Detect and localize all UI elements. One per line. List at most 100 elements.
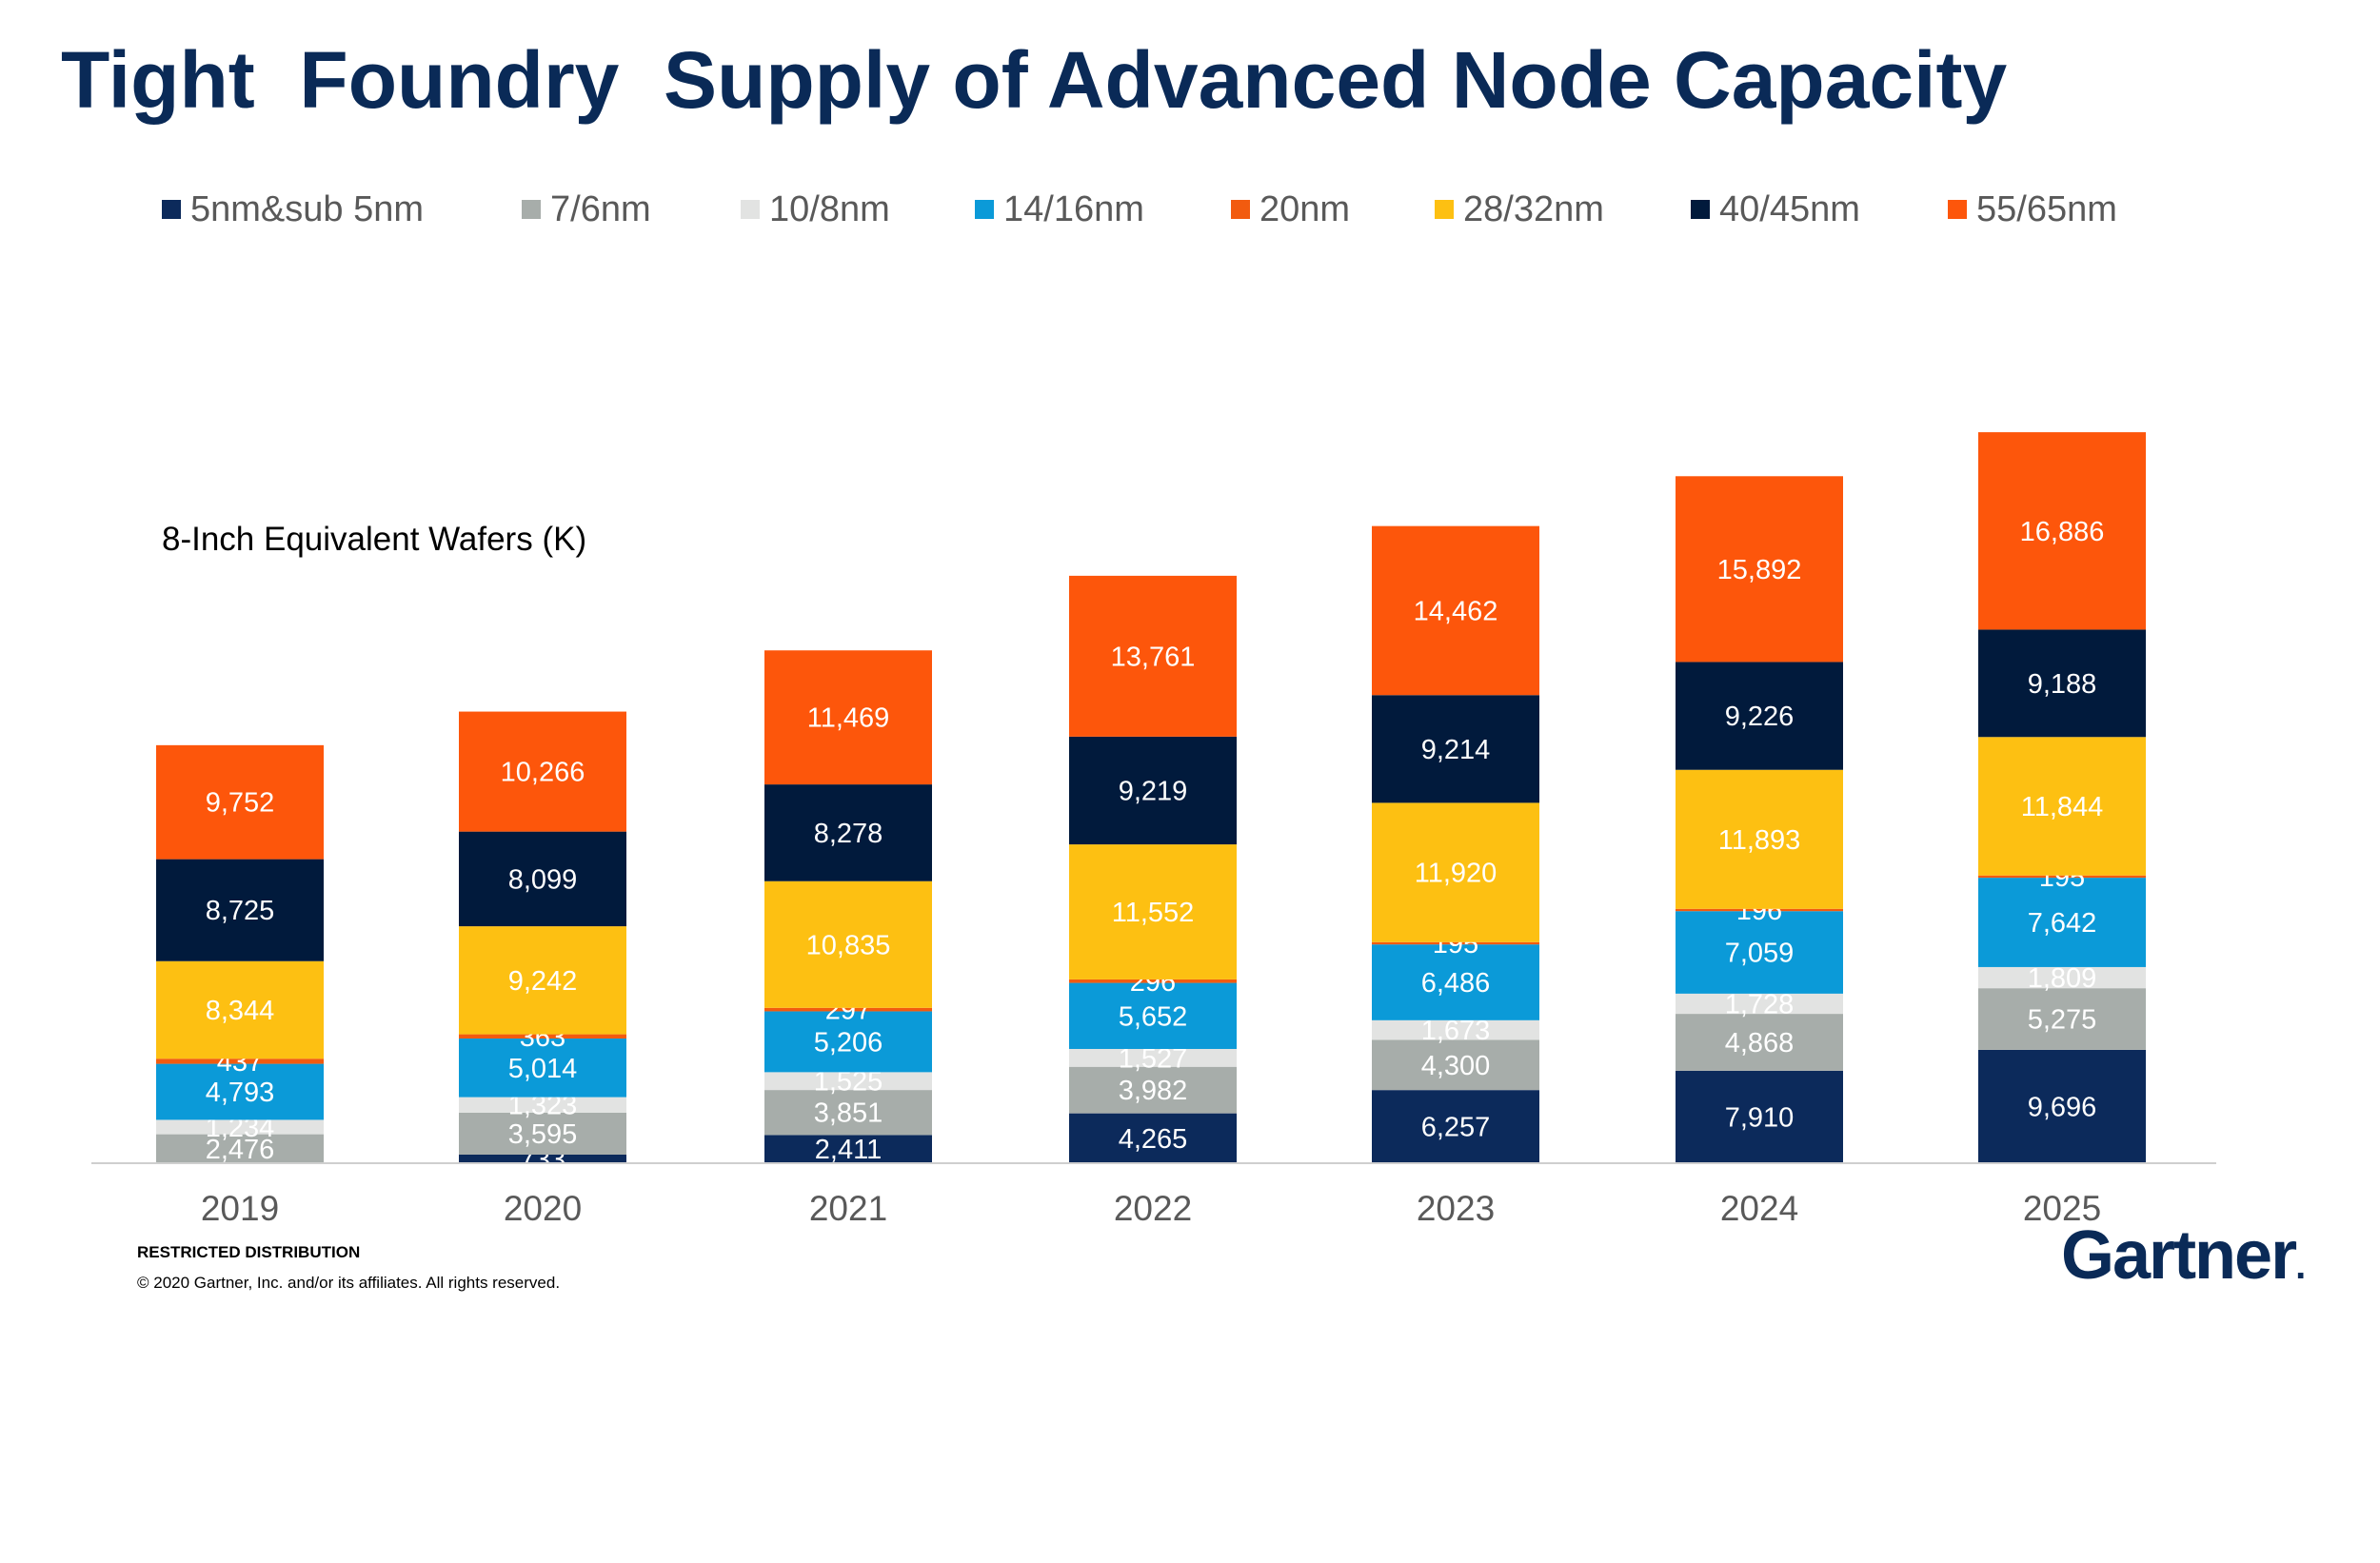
data-label: 4,793 bbox=[206, 1078, 275, 1108]
bar-segment bbox=[1978, 629, 2146, 738]
bar-segment bbox=[156, 1063, 324, 1120]
x-tick-label: 2024 bbox=[1720, 1189, 1798, 1228]
data-label: 16,886 bbox=[2020, 517, 2105, 547]
data-label: 5,206 bbox=[814, 1027, 883, 1058]
legend-label: 20nm bbox=[1259, 189, 1350, 229]
legend-swatch bbox=[975, 200, 994, 219]
data-label: 1,809 bbox=[2028, 963, 2097, 994]
legend-item: 55/65nm bbox=[1948, 189, 2117, 229]
bar-segment bbox=[156, 1134, 324, 1163]
data-label: 11,920 bbox=[1415, 859, 1497, 889]
bar-segment bbox=[1978, 966, 2146, 989]
bar-segment bbox=[1676, 662, 1843, 770]
legend-item: 14/16nm bbox=[975, 189, 1144, 229]
bar-segment bbox=[1069, 1113, 1237, 1163]
bar-segment bbox=[764, 1090, 932, 1136]
bar-segment bbox=[1978, 988, 2146, 1050]
data-label: 2,476 bbox=[206, 1135, 275, 1165]
legend-item: 5nm&sub 5nm bbox=[162, 189, 424, 229]
bar-segment bbox=[156, 1058, 324, 1064]
data-label: 4,265 bbox=[1119, 1124, 1188, 1155]
data-label: 9,214 bbox=[1421, 735, 1491, 765]
y-axis-label: 8-Inch Equivalent Wafers (K) bbox=[162, 521, 586, 558]
data-label: 1,728 bbox=[1725, 989, 1795, 1019]
data-label: 10,266 bbox=[501, 758, 585, 788]
bar-segment bbox=[1676, 769, 1843, 909]
x-tick-label: 2025 bbox=[2023, 1189, 2101, 1228]
legend-item: 20nm bbox=[1231, 189, 1350, 229]
logo-text: Gartner bbox=[2061, 1217, 2297, 1294]
x-tick-label: 2021 bbox=[809, 1189, 887, 1228]
bar-segment bbox=[1372, 944, 1539, 1020]
bar-segment bbox=[1676, 908, 1843, 912]
bar-segment bbox=[1676, 476, 1843, 663]
bar-segment bbox=[1676, 911, 1843, 994]
bar-segment bbox=[1676, 1014, 1843, 1071]
x-tick-labels: 2019 2020 2021 2022 2023 2024 2025 bbox=[201, 1189, 2101, 1228]
legend-item: 28/32nm bbox=[1435, 189, 1604, 229]
data-label: 5,652 bbox=[1119, 1001, 1188, 1032]
legend-swatch bbox=[1435, 200, 1454, 219]
legend-item: 40/45nm bbox=[1691, 189, 1860, 229]
data-label: 4,300 bbox=[1421, 1051, 1491, 1081]
bar-segment bbox=[459, 1112, 626, 1155]
bar-segment bbox=[764, 650, 932, 785]
bar-segment bbox=[1069, 979, 1237, 983]
data-label: 9,696 bbox=[2028, 1092, 2097, 1122]
bar-segment bbox=[1978, 737, 2146, 876]
bar-segment bbox=[1069, 575, 1237, 737]
data-label: 7,642 bbox=[2028, 908, 2097, 939]
data-label: 7,059 bbox=[1725, 939, 1795, 969]
legend-swatch bbox=[162, 200, 181, 219]
bar-segment bbox=[1372, 941, 1539, 945]
data-label: 8,278 bbox=[814, 819, 883, 849]
data-label: 9,188 bbox=[2028, 669, 2097, 700]
bar-segment bbox=[156, 1119, 324, 1135]
bar-segment bbox=[459, 1154, 626, 1163]
legend-swatch bbox=[741, 200, 760, 219]
bar-segment bbox=[1978, 432, 2146, 630]
restricted-distribution-note: RESTRICTED DISTRIBUTION bbox=[137, 1243, 361, 1261]
bar-segment bbox=[1978, 875, 2146, 879]
data-label: 9,242 bbox=[508, 966, 578, 997]
legend-label: 5nm&sub 5nm bbox=[190, 189, 424, 229]
bar-segment bbox=[1069, 982, 1237, 1049]
bar-segment bbox=[1978, 878, 2146, 967]
bar-segment bbox=[459, 1034, 626, 1039]
bar-segment bbox=[1069, 736, 1237, 845]
bar-segment bbox=[764, 880, 932, 1008]
data-label: 8,099 bbox=[508, 864, 578, 895]
legend-label: 40/45nm bbox=[1719, 189, 1860, 229]
legend-item: 7/6nm bbox=[522, 189, 651, 229]
bar-segment bbox=[764, 1135, 932, 1163]
data-label: 10,835 bbox=[806, 930, 891, 960]
data-label: 15,892 bbox=[1717, 555, 1802, 585]
data-label: 2,411 bbox=[815, 1135, 882, 1165]
data-label: 11,469 bbox=[807, 703, 890, 734]
x-tick-label: 2020 bbox=[504, 1189, 582, 1228]
data-label: 5,014 bbox=[508, 1054, 578, 1084]
data-label: 6,257 bbox=[1421, 1113, 1491, 1143]
data-label: 9,752 bbox=[206, 788, 275, 819]
bar-segment bbox=[459, 711, 626, 832]
legend-swatch bbox=[1231, 200, 1250, 219]
bar-segment bbox=[764, 1011, 932, 1073]
bar-segment bbox=[764, 1072, 932, 1091]
data-label: 6,486 bbox=[1421, 968, 1491, 999]
bar-segment bbox=[1676, 1070, 1843, 1163]
bar-segment bbox=[1372, 1039, 1539, 1091]
bar-segment bbox=[1069, 1048, 1237, 1067]
gartner-logo: Gartner. bbox=[2061, 1217, 2306, 1295]
bar-segment bbox=[156, 960, 324, 1059]
bar-segment bbox=[764, 1007, 932, 1012]
x-tick-label: 2023 bbox=[1417, 1189, 1495, 1228]
data-label: 7,910 bbox=[1725, 1102, 1795, 1133]
data-label: 9,219 bbox=[1119, 776, 1188, 806]
bar-segment bbox=[459, 1097, 626, 1113]
chart-title: Tight Foundry Supply of Advanced Node Ca… bbox=[61, 35, 2008, 125]
copyright-note: © 2020 Gartner, Inc. and/or its affiliat… bbox=[137, 1274, 561, 1292]
bar-segment bbox=[459, 1039, 626, 1098]
legend-swatch bbox=[522, 200, 541, 219]
bar-segment bbox=[1372, 695, 1539, 803]
